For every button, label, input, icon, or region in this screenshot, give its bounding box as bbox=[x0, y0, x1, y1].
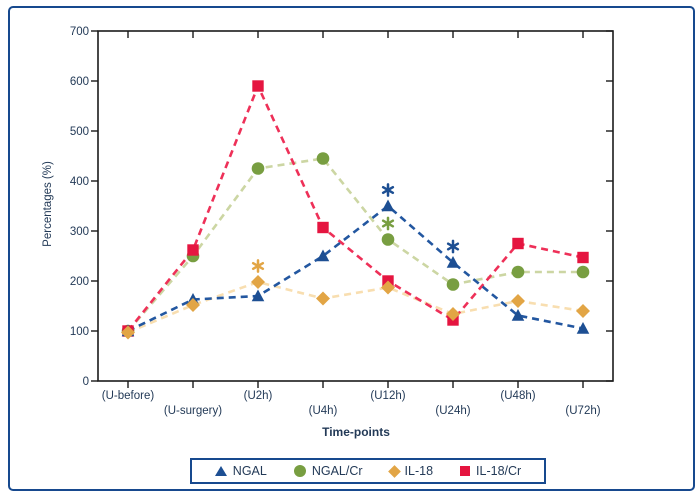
data-point-il-18 bbox=[381, 280, 395, 295]
figure-border bbox=[8, 6, 695, 491]
series-line-il-18 bbox=[127, 280, 584, 334]
data-point-ngal-cr bbox=[316, 152, 330, 165]
legend-label: IL-18/Cr bbox=[476, 464, 522, 478]
data-point-il-18 bbox=[316, 291, 330, 306]
data-point-ngal bbox=[511, 309, 525, 321]
y-axis-tick-label: 600 bbox=[70, 76, 89, 88]
data-point-ngal bbox=[316, 249, 330, 262]
data-point-il-18 bbox=[251, 275, 265, 289]
y-axis-tick-label: 0 bbox=[83, 376, 89, 388]
circle-marker-icon bbox=[293, 465, 306, 477]
legend-item-il18-cr: IL-18/Cr bbox=[460, 464, 521, 478]
series-line-ngal-cr bbox=[127, 157, 583, 332]
diamond-marker-icon bbox=[387, 464, 401, 478]
data-point-il-18-cr bbox=[187, 244, 199, 256]
x-axis-tick-label: (U12h) bbox=[370, 390, 405, 402]
y-axis-title: Percentages (%) bbox=[42, 161, 54, 247]
legend-item-il18: IL-18 bbox=[387, 464, 434, 478]
triangle-marker-icon bbox=[214, 466, 227, 476]
series-line-ngal bbox=[127, 204, 584, 333]
data-point-ngal-cr bbox=[381, 233, 395, 246]
y-axis-tick-label: 300 bbox=[70, 226, 89, 238]
y-axis-tick-label: 200 bbox=[70, 276, 89, 288]
significance-asterisk bbox=[446, 242, 460, 251]
x-axis-tick-label: (U24h) bbox=[435, 405, 470, 417]
x-axis-tick-label: (U2h) bbox=[244, 390, 273, 402]
data-point-il-18 bbox=[446, 307, 460, 321]
y-axis-tick-label: 400 bbox=[70, 176, 89, 188]
data-point-il-18-cr bbox=[252, 80, 264, 92]
data-point-il-18 bbox=[511, 294, 525, 308]
data-point-il-18-cr bbox=[577, 251, 589, 264]
data-point-ngal-cr bbox=[251, 162, 265, 175]
significance-asterisk bbox=[381, 185, 395, 195]
legend-item-ngal: NGAL bbox=[214, 464, 267, 478]
square-marker-icon bbox=[460, 466, 471, 476]
series-line-il-18-cr bbox=[126, 82, 584, 332]
data-point-il-18 bbox=[121, 325, 135, 340]
significance-asterisk bbox=[381, 219, 395, 228]
x-axis-tick-label: (U72h) bbox=[565, 405, 600, 417]
data-point-ngal-cr bbox=[446, 278, 460, 291]
data-point-ngal bbox=[381, 199, 395, 212]
legend: NGAL NGAL/Cr IL-18 IL-18/Cr bbox=[190, 458, 546, 484]
y-axis-tick-label: 700 bbox=[70, 26, 89, 38]
data-point-ngal-cr bbox=[576, 265, 590, 279]
y-axis-tick-label: 100 bbox=[70, 326, 89, 338]
plot-box bbox=[97, 30, 614, 382]
x-axis-tick-label: (U-surgery) bbox=[164, 405, 222, 417]
x-axis-tick-label: (U-before) bbox=[102, 390, 155, 402]
data-point-ngal bbox=[251, 289, 265, 302]
legend-item-ngal-cr: NGAL/Cr bbox=[293, 464, 363, 478]
x-axis-tick-label: (U48h) bbox=[500, 390, 535, 402]
data-point-il-18-cr bbox=[512, 237, 524, 250]
legend-label: IL-18 bbox=[404, 464, 434, 478]
legend-label: NGAL/Cr bbox=[311, 464, 363, 478]
x-axis-title: Time-points bbox=[322, 425, 390, 439]
data-point-il-18-cr bbox=[317, 221, 329, 234]
data-point-il-18 bbox=[576, 304, 590, 318]
x-axis-tick-label: (U4h) bbox=[309, 405, 338, 417]
data-point-ngal bbox=[576, 322, 590, 334]
data-point-il-18 bbox=[186, 298, 200, 312]
y-axis-tick-label: 500 bbox=[70, 126, 89, 138]
data-point-ngal bbox=[446, 256, 460, 268]
legend-label: NGAL bbox=[232, 464, 267, 478]
significance-asterisk bbox=[251, 261, 265, 271]
data-point-ngal-cr bbox=[511, 265, 525, 279]
